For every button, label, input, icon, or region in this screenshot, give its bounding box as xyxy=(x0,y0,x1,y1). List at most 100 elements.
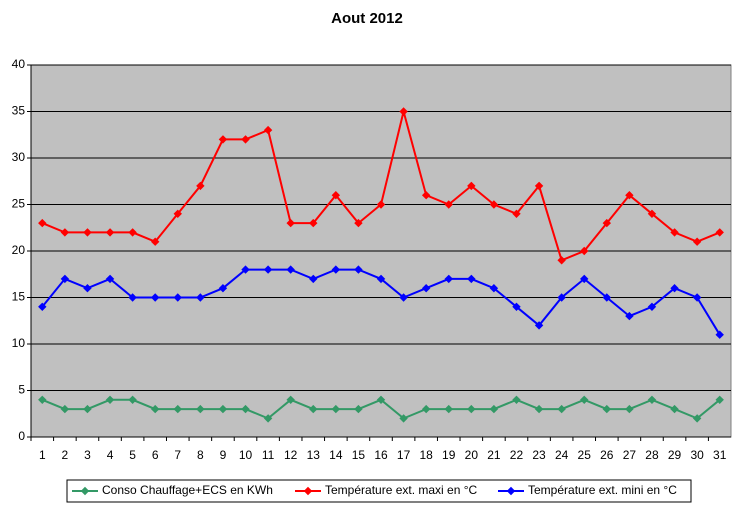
data-point xyxy=(128,395,137,405)
x-tick-label: 30 xyxy=(690,448,704,462)
x-tick-label: 10 xyxy=(239,448,253,462)
data-point xyxy=(376,395,386,405)
data-point xyxy=(512,302,521,312)
legend-marker xyxy=(303,486,313,496)
data-point xyxy=(376,274,386,284)
data-point xyxy=(715,228,724,237)
data-point xyxy=(399,414,408,423)
x-tick-label: 17 xyxy=(397,448,411,462)
data-point xyxy=(173,293,182,302)
data-point xyxy=(38,302,47,312)
data-point xyxy=(354,218,363,228)
x-tick-label: 29 xyxy=(668,448,682,462)
data-point xyxy=(105,395,115,405)
data-point xyxy=(625,190,634,200)
data-point xyxy=(83,404,92,414)
legend-marker xyxy=(506,486,516,496)
x-tick-label: 5 xyxy=(129,448,136,462)
y-tick-label: 15 xyxy=(12,290,26,304)
data-point xyxy=(534,404,544,414)
data-point xyxy=(196,404,205,414)
data-point xyxy=(83,283,92,293)
data-point xyxy=(150,237,160,246)
data-point xyxy=(173,404,182,414)
data-point xyxy=(444,200,453,209)
data-point xyxy=(105,228,115,237)
data-point xyxy=(467,404,476,414)
data-point xyxy=(263,414,273,423)
data-point xyxy=(625,311,634,321)
x-tick-label: 13 xyxy=(307,448,321,462)
data-point xyxy=(534,181,544,191)
data-point xyxy=(647,395,657,405)
x-tick-label: 15 xyxy=(352,448,366,462)
x-tick-label: 20 xyxy=(465,448,479,462)
data-point xyxy=(421,404,431,414)
data-point xyxy=(60,228,70,237)
y-tick-label: 5 xyxy=(18,383,25,397)
data-point xyxy=(241,135,250,144)
data-point xyxy=(128,228,137,237)
y-tick-label: 40 xyxy=(12,57,26,71)
data-point xyxy=(489,200,499,209)
data-point xyxy=(196,181,205,191)
data-point xyxy=(263,265,273,274)
x-tick-label: 12 xyxy=(284,448,298,462)
data-point xyxy=(196,293,205,302)
data-point xyxy=(38,218,47,228)
data-point xyxy=(399,107,408,116)
data-point xyxy=(580,274,589,284)
data-point xyxy=(286,218,295,228)
data-point xyxy=(625,404,634,414)
y-tick-label: 10 xyxy=(12,336,26,350)
x-tick-label: 14 xyxy=(329,448,343,462)
x-tick-label: 7 xyxy=(174,448,181,462)
x-tick-label: 2 xyxy=(62,448,69,462)
data-point xyxy=(173,209,182,219)
y-tick-label: 20 xyxy=(12,243,26,257)
x-tick-label: 8 xyxy=(197,448,204,462)
data-point xyxy=(286,395,295,405)
data-point xyxy=(534,321,544,330)
legend xyxy=(66,479,692,503)
chart-title: Aout 2012 xyxy=(331,10,403,27)
data-point xyxy=(376,200,386,209)
data-point xyxy=(467,274,476,284)
data-point xyxy=(128,293,137,302)
data-point xyxy=(421,190,431,200)
y-tick-label: 35 xyxy=(12,104,26,118)
data-point xyxy=(602,218,612,228)
data-point xyxy=(331,265,341,274)
data-point xyxy=(512,395,521,405)
x-tick-label: 21 xyxy=(487,448,501,462)
data-point xyxy=(692,293,702,302)
data-point xyxy=(580,246,589,256)
data-point xyxy=(218,404,228,414)
x-tick-label: 22 xyxy=(510,448,524,462)
data-point xyxy=(309,404,318,414)
data-point xyxy=(444,274,453,284)
data-point xyxy=(467,181,476,191)
data-point xyxy=(557,293,566,302)
data-point xyxy=(602,293,612,302)
data-point xyxy=(331,190,341,200)
data-point xyxy=(647,302,657,312)
data-point xyxy=(286,265,295,274)
legend-marker xyxy=(80,486,90,496)
data-point xyxy=(309,218,318,228)
data-point xyxy=(309,274,318,284)
data-point xyxy=(354,404,363,414)
x-tick-label: 28 xyxy=(645,448,659,462)
data-point xyxy=(557,256,566,265)
data-point xyxy=(489,283,499,293)
data-point xyxy=(602,404,612,414)
x-tick-label: 3 xyxy=(84,448,91,462)
data-point xyxy=(692,414,702,423)
x-tick-label: 25 xyxy=(578,448,592,462)
data-point xyxy=(83,228,92,237)
x-tick-label: 26 xyxy=(600,448,614,462)
legend-label: Température ext. mini en °C xyxy=(528,483,677,497)
data-point xyxy=(241,404,250,414)
data-point xyxy=(38,395,47,405)
